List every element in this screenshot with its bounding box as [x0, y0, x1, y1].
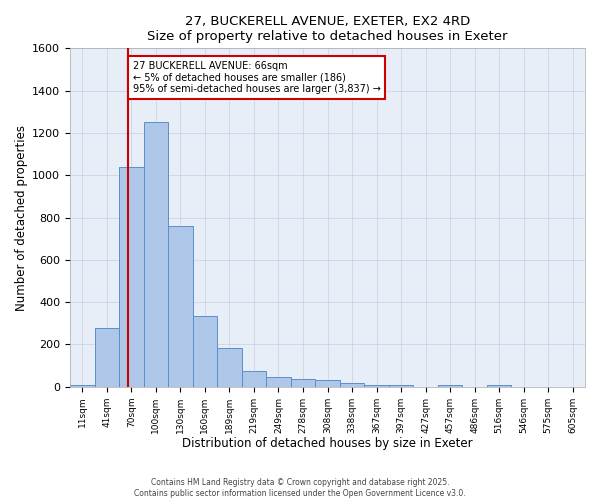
Bar — [168, 226, 193, 386]
Bar — [389, 385, 413, 386]
X-axis label: Distribution of detached houses by size in Exeter: Distribution of detached houses by size … — [182, 437, 473, 450]
Bar — [217, 348, 242, 387]
Bar — [487, 385, 511, 386]
Bar — [193, 316, 217, 386]
Bar — [438, 385, 463, 386]
Bar — [291, 378, 315, 386]
Bar — [315, 380, 340, 386]
Bar — [242, 371, 266, 386]
Bar — [95, 328, 119, 386]
Title: 27, BUCKERELL AVENUE, EXETER, EX2 4RD
Size of property relative to detached hous: 27, BUCKERELL AVENUE, EXETER, EX2 4RD Si… — [147, 15, 508, 43]
Bar — [340, 382, 364, 386]
Bar — [119, 167, 143, 386]
Text: 27 BUCKERELL AVENUE: 66sqm
← 5% of detached houses are smaller (186)
95% of semi: 27 BUCKERELL AVENUE: 66sqm ← 5% of detac… — [133, 61, 380, 94]
Text: Contains HM Land Registry data © Crown copyright and database right 2025.
Contai: Contains HM Land Registry data © Crown c… — [134, 478, 466, 498]
Y-axis label: Number of detached properties: Number of detached properties — [15, 124, 28, 310]
Bar — [70, 384, 95, 386]
Bar — [364, 384, 389, 386]
Bar — [266, 376, 291, 386]
Bar — [143, 122, 168, 386]
